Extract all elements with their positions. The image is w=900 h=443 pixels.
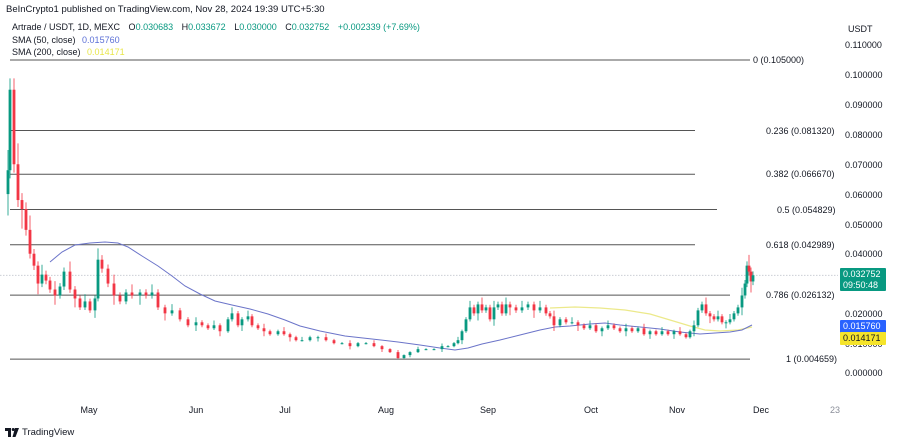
- fib-label-0236: 0.236 (0.081320): [766, 125, 835, 136]
- y-tick: 0.040000: [845, 249, 883, 259]
- x-tick: May: [80, 405, 98, 415]
- x-tick: Aug: [377, 405, 395, 415]
- fib-label-0618: 0.618 (0.042989): [766, 240, 835, 250]
- tradingview-brand: TradingView: [22, 427, 75, 438]
- chart-legend: Artrade / USDT, 1D, MEXC O0.030683 H0.03…: [12, 21, 420, 59]
- high-key: H: [181, 22, 189, 32]
- y-tick: 0.060000: [845, 190, 883, 200]
- y-tick: 0.110000: [845, 40, 882, 50]
- axis-unit: USDT: [848, 24, 873, 34]
- y-tick: 0.000000: [845, 368, 883, 378]
- low-value: 0.030000: [239, 22, 277, 32]
- x-tick: Jul: [279, 405, 291, 415]
- sma200-price-tag: 0.014171: [840, 332, 886, 345]
- x-tick: Dec: [752, 405, 770, 415]
- y-tick: 0.050000: [845, 220, 883, 230]
- low-key: L: [234, 22, 240, 32]
- tradingview-logo[interactable]: TradingView: [5, 427, 74, 438]
- y-tick: 0.070000: [845, 160, 883, 170]
- sma200-row[interactable]: SMA (200, close) 0.014171: [12, 46, 420, 59]
- sma50-label: SMA (50, close): [12, 34, 76, 45]
- x-tick: 23: [829, 405, 841, 415]
- sma50-row[interactable]: SMA (50, close) 0.015760: [12, 34, 420, 47]
- close-price-value: 0.032752: [843, 269, 881, 279]
- sma50-value: 0.015760: [82, 34, 120, 45]
- tradingview-logo-icon: [5, 428, 19, 437]
- x-tick: Sep: [479, 405, 497, 415]
- bar-countdown: 09:50:48: [843, 279, 879, 290]
- open-key: O: [128, 22, 136, 32]
- x-tick: Jun: [188, 405, 204, 415]
- y-tick: 0.020000: [845, 309, 883, 319]
- x-tick: Oct: [583, 405, 599, 415]
- close-value: 0.032752: [291, 22, 330, 32]
- change-value: +0.002339 (+7.69%): [337, 22, 420, 32]
- ohlc-row: Artrade / USDT, 1D, MEXC O0.030683 H0.03…: [12, 21, 420, 34]
- sma200-value: 0.014171: [87, 47, 125, 57]
- fib-label-1: 1 (0.004659): [786, 354, 838, 364]
- sma50-line: [49, 241, 753, 351]
- fib-label-05: 0.5 (0.054829): [777, 204, 836, 215]
- candles: [6, 78, 755, 359]
- fib-label-0: 0 (0.105000): [753, 55, 805, 65]
- open-value: 0.030683: [135, 22, 174, 32]
- fib-lines[interactable]: [10, 59, 750, 360]
- sma200-line: [549, 306, 753, 332]
- sma50-price-tag: 0.015760: [840, 320, 886, 333]
- sma200-label: SMA (200, close): [12, 47, 81, 57]
- y-tick: 0.090000: [845, 100, 883, 110]
- fib-label-0786: 0.786 (0.026132): [766, 290, 835, 300]
- y-tick: 0.080000: [845, 130, 883, 140]
- close-price-tag: 0.032752 09:50:48: [840, 268, 886, 291]
- symbol-label[interactable]: Artrade / USDT, 1D, MEXC: [12, 22, 121, 32]
- publish-info: BeInCrypto1 published on TradingView.com…: [6, 4, 325, 15]
- fib-label-0382: 0.382 (0.066670): [766, 169, 835, 179]
- high-value: 0.033672: [188, 22, 226, 32]
- y-tick: 0.100000: [845, 70, 883, 80]
- x-tick: Nov: [668, 405, 686, 415]
- close-key: C: [285, 22, 292, 32]
